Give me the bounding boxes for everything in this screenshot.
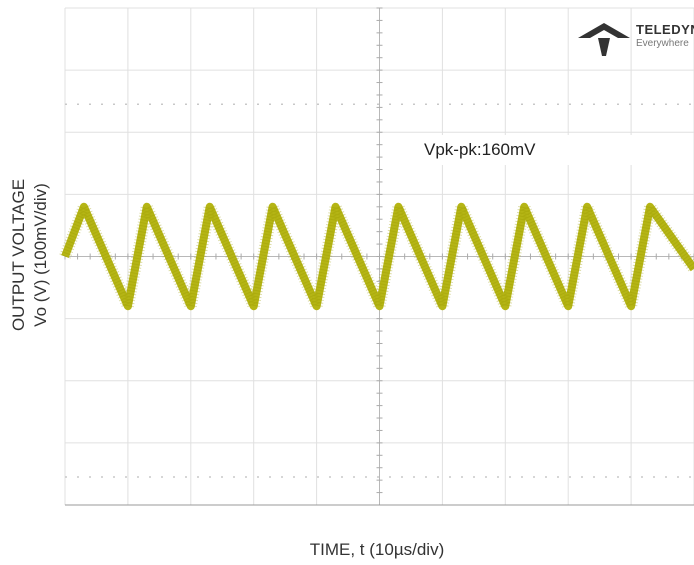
grid-lines bbox=[64, 7, 694, 506]
logo-subtext: Everywhere bbox=[636, 38, 689, 49]
logo-text: TELEDYNE bbox=[636, 22, 694, 37]
waveform-line bbox=[61, 202, 694, 311]
teledyne-logo-icon bbox=[578, 23, 630, 56]
x-axis-label: TIME, t (10µs/div) bbox=[309, 540, 445, 559]
y-axis-label-line1: OUTPUT VOLTAGE bbox=[9, 178, 28, 332]
peak-to-peak-annotation: Vpk-pk:160mV bbox=[408, 135, 633, 165]
y-axis-label-line2: Vo (V) (100mV/div) bbox=[31, 183, 50, 327]
teledyne-logo: TELEDYNE Everywhere bbox=[576, 18, 694, 58]
waveform-trace bbox=[59, 186, 694, 327]
y-axis-label: OUTPUT VOLTAGE Vo (V) (100mV/div) bbox=[0, 0, 60, 505]
waveform-noise-band bbox=[59, 186, 694, 327]
